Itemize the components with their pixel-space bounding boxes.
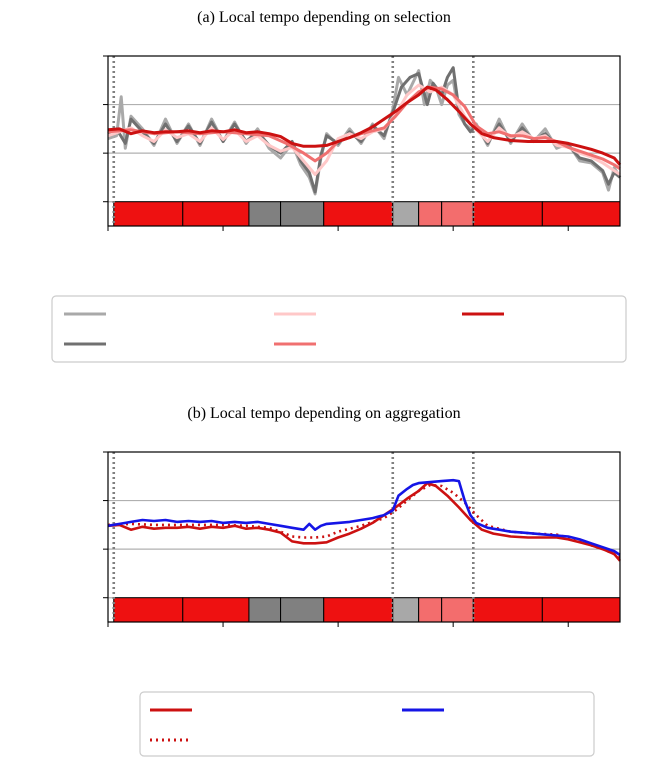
segment-block (441, 201, 474, 227)
segment-block (113, 597, 184, 623)
caption-a: (a) Local tempo depending on selection (197, 9, 451, 26)
legend-box (139, 691, 595, 757)
legend-b (139, 691, 595, 757)
segment-block (182, 201, 250, 227)
caption-b: (b) Local tempo depending on aggregation (187, 405, 460, 422)
segment-block (392, 597, 420, 623)
legend-box (51, 295, 627, 363)
segment-block (248, 201, 282, 227)
axes-frame (107, 55, 621, 227)
segment-block (323, 201, 394, 227)
panel-a (103, 55, 622, 231)
segment-block (392, 201, 420, 227)
segment-block (280, 597, 325, 623)
segment-block (113, 201, 184, 227)
segment-block (280, 201, 325, 227)
segment-block (472, 201, 543, 227)
segment-block (418, 597, 443, 623)
segment-block (182, 597, 250, 623)
series-line (107, 85, 622, 166)
segment-block (418, 201, 443, 227)
series-line (107, 478, 621, 557)
segment-block (323, 597, 394, 623)
panel-b (103, 451, 621, 627)
segment-block (472, 597, 543, 623)
series-line (107, 481, 621, 562)
segment-block (541, 201, 621, 227)
segment-block (248, 597, 282, 623)
segment-block (541, 597, 621, 623)
axes-frame (107, 451, 621, 623)
segment-block (441, 597, 474, 623)
legend-a (51, 295, 627, 363)
